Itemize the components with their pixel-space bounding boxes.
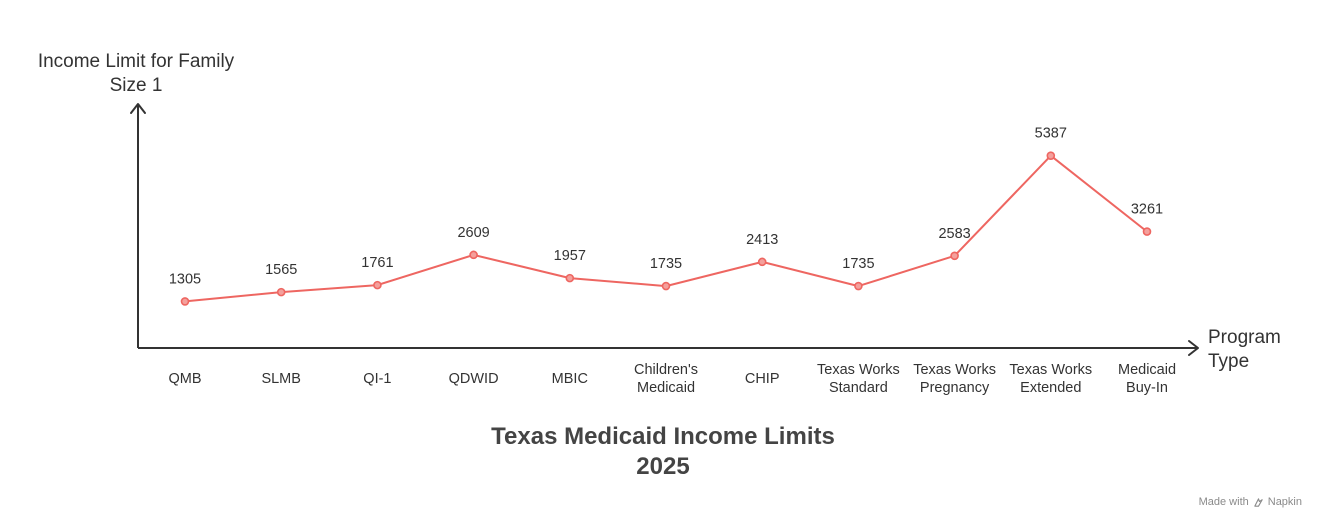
data-label: 1957 (554, 248, 586, 264)
x-axis-arrowhead (1188, 340, 1199, 356)
text-line: Standard (829, 380, 888, 396)
text-line: QMB (168, 371, 201, 387)
data-point (1046, 151, 1056, 160)
data-label: 1735 (650, 256, 682, 272)
x-axis-title: Program Type (1208, 327, 1281, 372)
data-point (180, 297, 190, 306)
text-line: Program (1208, 327, 1281, 348)
data-label: 2413 (746, 232, 778, 248)
text-line: Texas Medicaid Income Limits (491, 423, 835, 450)
text-line: Medicaid (1118, 362, 1176, 378)
x-tick-label: CHIP (745, 371, 780, 387)
text-line: SLMB (261, 371, 301, 387)
series-line (184, 154, 1148, 303)
text-line: Texas Works (817, 362, 900, 378)
text-line: Type (1208, 351, 1249, 372)
data-label: 1735 (842, 256, 874, 272)
text-line: Texas Works (913, 362, 996, 378)
watermark-text: Made with (1198, 496, 1249, 508)
text-line: MBIC (552, 371, 588, 387)
text-line: CHIP (745, 371, 780, 387)
text-line: Children's (634, 362, 698, 378)
data-point (854, 281, 863, 291)
text-line: Pregnancy (920, 380, 990, 396)
text-line: Extended (1020, 380, 1081, 396)
data-points (180, 151, 1152, 306)
text-line: QDWID (449, 371, 499, 387)
data-point (661, 281, 671, 291)
data-label: 2583 (938, 226, 970, 242)
text-line: QI-1 (363, 371, 391, 387)
napkin-logo-icon (1254, 497, 1263, 507)
text-line: Buy-In (1126, 380, 1168, 396)
y-axis-arrowhead (130, 103, 146, 114)
data-labels: 1305 1565 1761 2609 1957 1735 2413 1735 2583 5387… (169, 126, 1163, 288)
data-point (757, 257, 767, 267)
x-tick-label: QI-1 (363, 371, 391, 387)
text-line: Texas Works (1009, 362, 1092, 378)
x-tick-label: MBIC (552, 371, 588, 387)
text-line: Medicaid (637, 380, 695, 396)
watermark: Made with Napkin (1199, 496, 1302, 508)
data-point (1142, 227, 1152, 236)
data-point (950, 251, 959, 261)
x-tick-label: Texas Works Pregnancy (913, 362, 996, 396)
data-label: 2609 (457, 225, 489, 241)
y-axis-title: Income Limit for Family Size 1 (38, 51, 235, 96)
data-label: 1565 (265, 262, 297, 278)
x-tick-label: SLMB (261, 371, 301, 387)
x-tick-label: Texas Works Standard (817, 362, 900, 396)
text-line: 2025 (636, 453, 689, 480)
data-point (373, 280, 382, 290)
data-label: 1305 (169, 271, 201, 287)
x-tick-label: QDWID (449, 371, 499, 387)
text-line: Size 1 (110, 75, 163, 96)
data-point (469, 250, 478, 260)
x-tick-label: QMB (168, 371, 201, 387)
data-point (565, 273, 575, 283)
x-tick-labels: QMB SLMB QI-1 QDWID MBIC Children's Medicaid CH… (168, 362, 1176, 396)
data-label: 1761 (361, 255, 393, 271)
x-tick-label: Texas Works Extended (1009, 362, 1092, 396)
chart-title: Texas Medicaid Income Limits 2025 (491, 423, 835, 480)
data-point (276, 287, 286, 297)
watermark-brand: Napkin (1267, 496, 1302, 508)
text-line: Income Limit for Family (38, 51, 235, 72)
x-tick-label: Children's Medicaid (634, 362, 698, 396)
chart-axes (130, 103, 1199, 356)
data-label: 5387 (1035, 126, 1067, 142)
data-label: 3261 (1131, 202, 1163, 218)
x-tick-label: Medicaid Buy-In (1118, 362, 1176, 396)
